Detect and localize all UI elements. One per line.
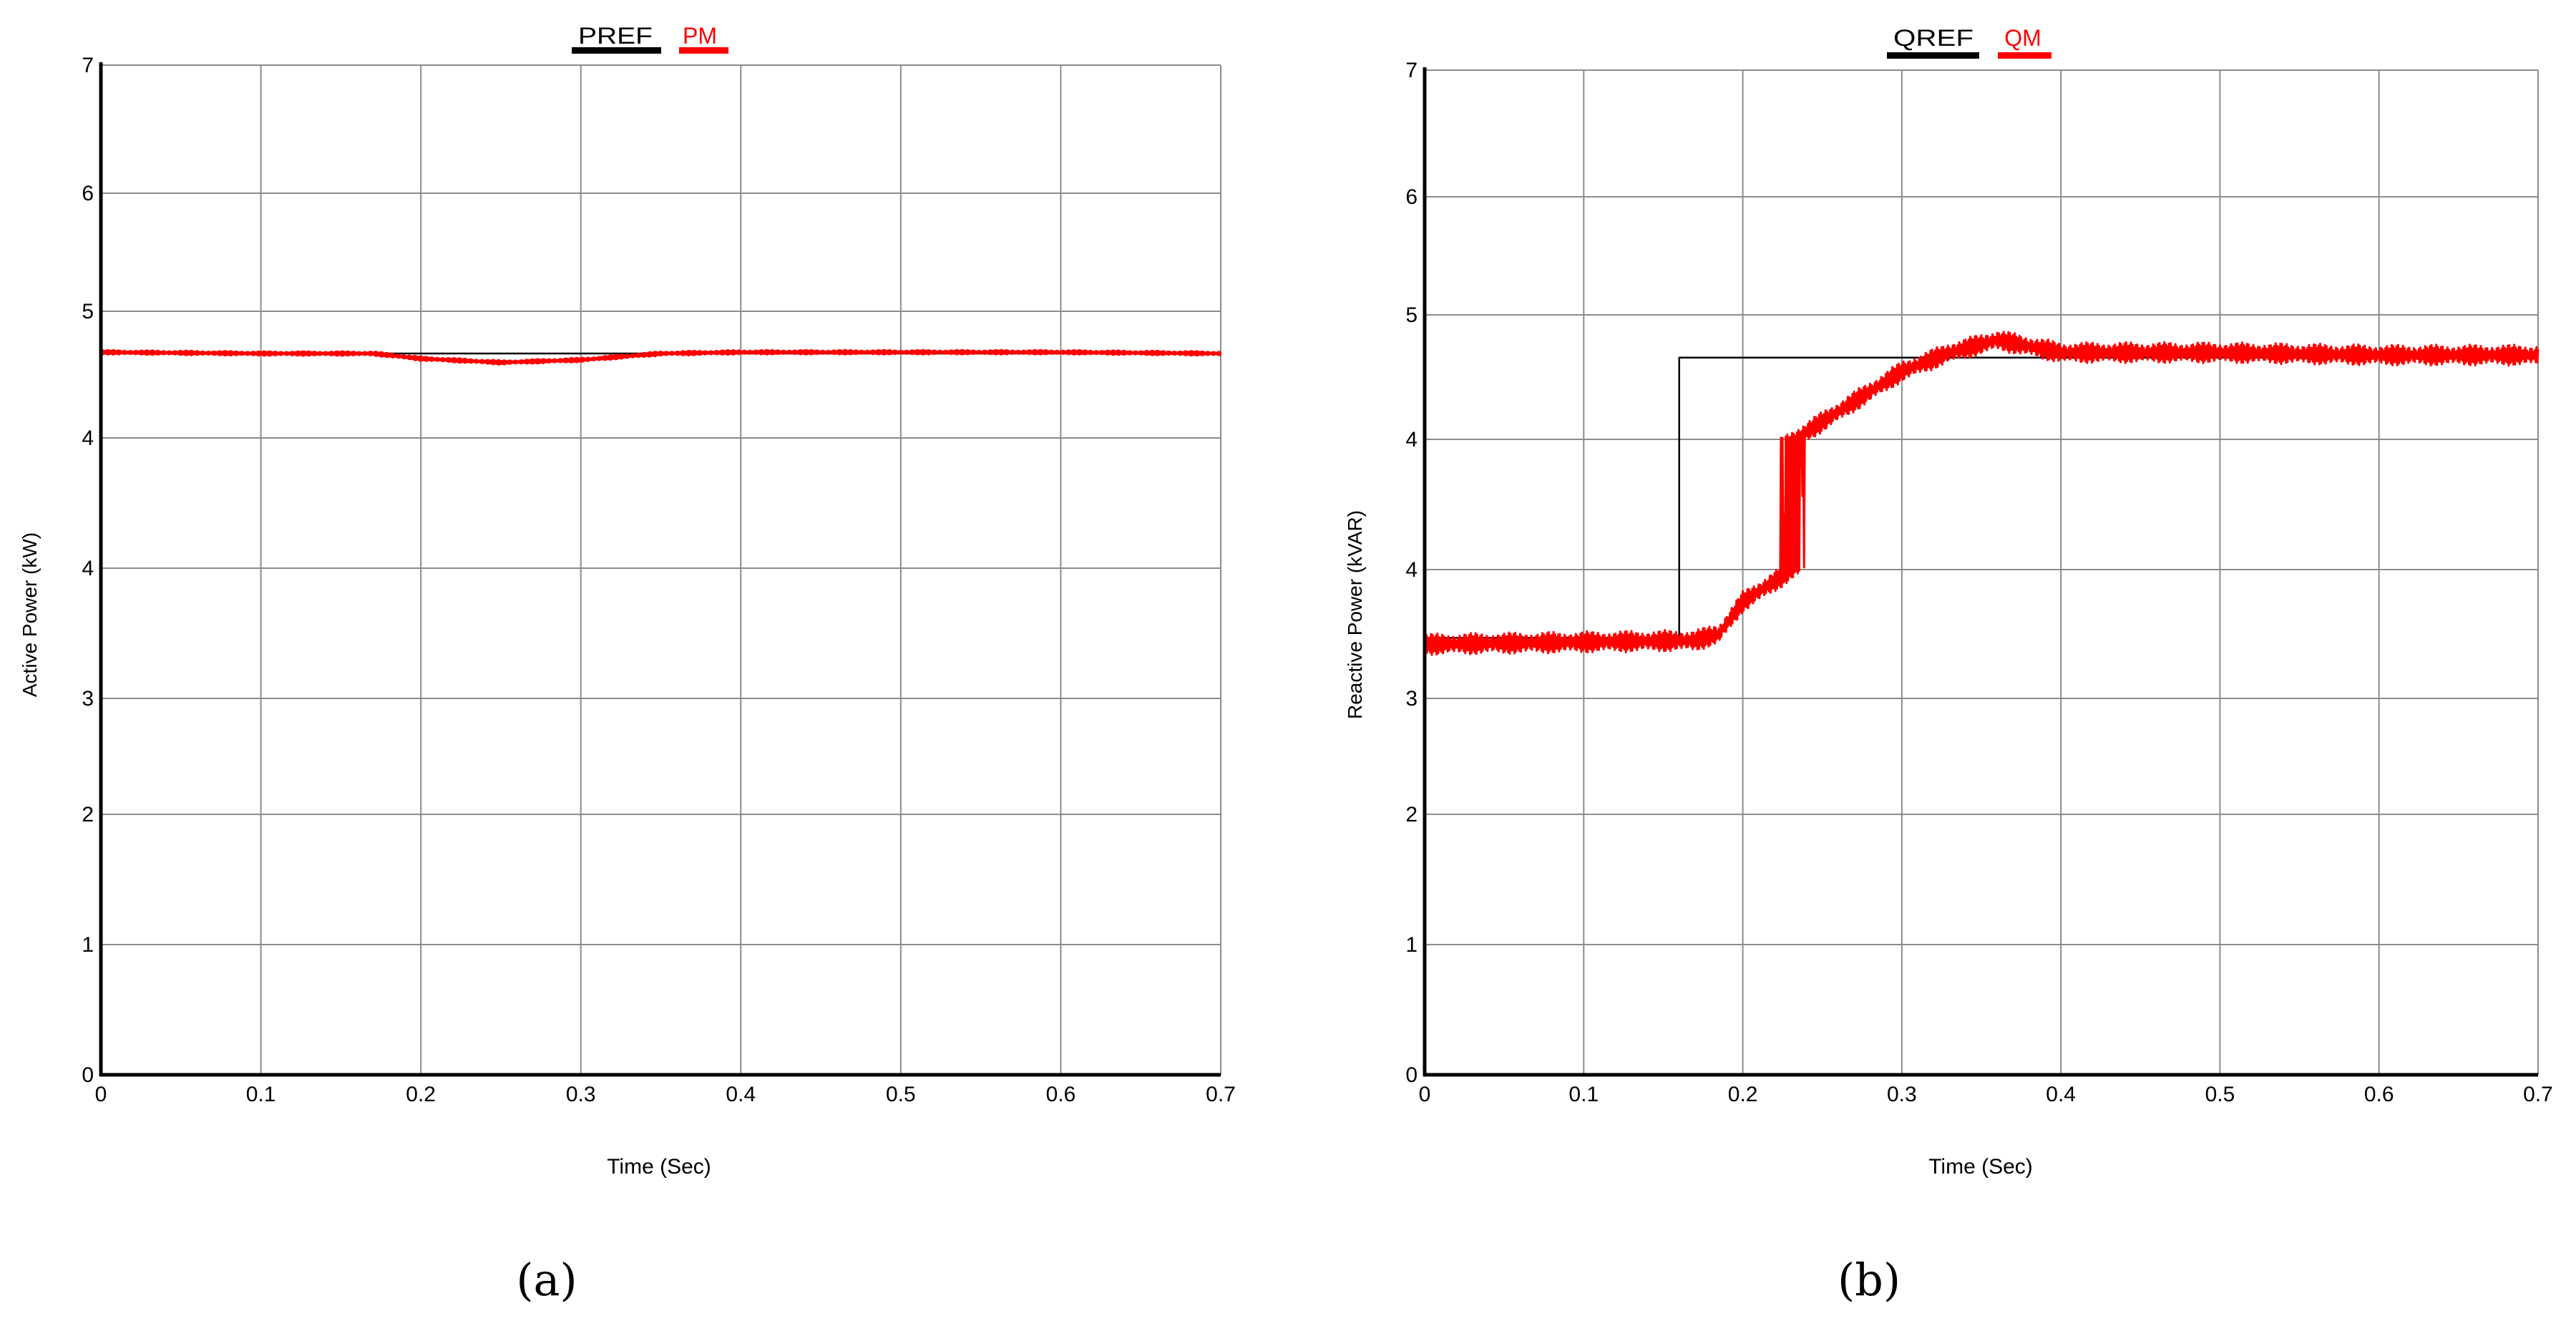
grid-a [100, 64, 1221, 1076]
y-tick-label: 6 [1405, 185, 1418, 209]
y-tick-label: 4 [82, 557, 94, 580]
legend-swatch-qref [1887, 52, 1979, 59]
y-axis-label-b: Reactive Power (kVAR) [1344, 510, 1366, 719]
y-tick-label: 1 [82, 933, 94, 957]
x-tick-label: 0.2 [406, 1083, 436, 1106]
y-tick-label: 3 [1405, 687, 1418, 711]
legend-swatch-pref [572, 47, 661, 54]
y-tick-label: 5 [1405, 303, 1418, 327]
x-tick-label: 0.1 [1568, 1083, 1599, 1106]
axes-b [1423, 67, 2538, 1077]
x-axis-label-a: Time (Sec) [607, 1155, 711, 1179]
x-tick-label: 0.7 [2523, 1083, 2553, 1106]
y-tick-label: 7 [1405, 59, 1418, 82]
y-axis-label-a: Active Power (kW) [19, 532, 41, 697]
x-axis-label-b: Time (Sec) [1928, 1155, 2033, 1179]
x-tick-label: 0.4 [726, 1083, 756, 1106]
legend-label-pref: PREF [578, 23, 653, 49]
y-tick-label: 2 [82, 803, 94, 826]
series-group-b [1423, 331, 2540, 656]
legend-label-pm: PM [683, 23, 717, 49]
y-tick-label: 1 [1405, 933, 1418, 957]
y-tick-label: 4 [1405, 558, 1418, 582]
x-tick-label: 0.3 [1887, 1083, 1917, 1106]
y-tick-label: 3 [82, 687, 94, 711]
series-line-qm [1423, 331, 2540, 656]
x-tick-label: 0 [1419, 1083, 1431, 1106]
legend-label-qm: QM [2004, 25, 2041, 51]
y-tick-label: 5 [82, 300, 94, 323]
legend-b: QREF QM [1887, 25, 2051, 59]
x-tick-label: 0 [95, 1083, 107, 1106]
legend-label-qref: QREF [1893, 25, 1974, 51]
x-tick-label: 0.6 [1046, 1083, 1076, 1106]
series-group-a [99, 348, 1222, 366]
x-tick-label: 0.5 [2205, 1083, 2235, 1106]
x-tick-label: 0.6 [2364, 1083, 2394, 1106]
caption-a: (a) [516, 1254, 577, 1306]
y-tick-label: 4 [1405, 428, 1418, 452]
y-tick-label: 0 [1405, 1063, 1418, 1087]
x-tick-label: 0.3 [566, 1083, 596, 1106]
tick-labels-a: 0 0.1 0.2 0.3 0.4 0.5 0.6 0.7 0 1 2 3 4 4 5 6 7 [82, 54, 1236, 1106]
axes-a [99, 62, 1221, 1077]
x-tick-label: 0.7 [1206, 1083, 1236, 1106]
y-tick-label: 4 [82, 426, 94, 450]
y-tick-label: 2 [1405, 803, 1418, 826]
legend-swatch-qm [1998, 52, 2051, 59]
tick-labels-b: 0 0.1 0.2 0.3 0.4 0.5 0.6 0.7 0 1 2 3 4 4 5 6 7 [1405, 59, 2553, 1106]
caption-b: (b) [1838, 1254, 1901, 1306]
y-tick-label: 7 [82, 54, 94, 77]
legend-swatch-pm [679, 47, 728, 54]
x-tick-label: 0.4 [2046, 1083, 2076, 1106]
x-tick-label: 0.5 [886, 1083, 916, 1106]
y-tick-label: 0 [82, 1063, 94, 1087]
x-tick-label: 0.1 [246, 1083, 276, 1106]
x-tick-label: 0.2 [1728, 1083, 1758, 1106]
legend-a: PREF PM [572, 23, 728, 54]
y-tick-label: 6 [82, 182, 94, 205]
series-line-pm [99, 348, 1222, 366]
